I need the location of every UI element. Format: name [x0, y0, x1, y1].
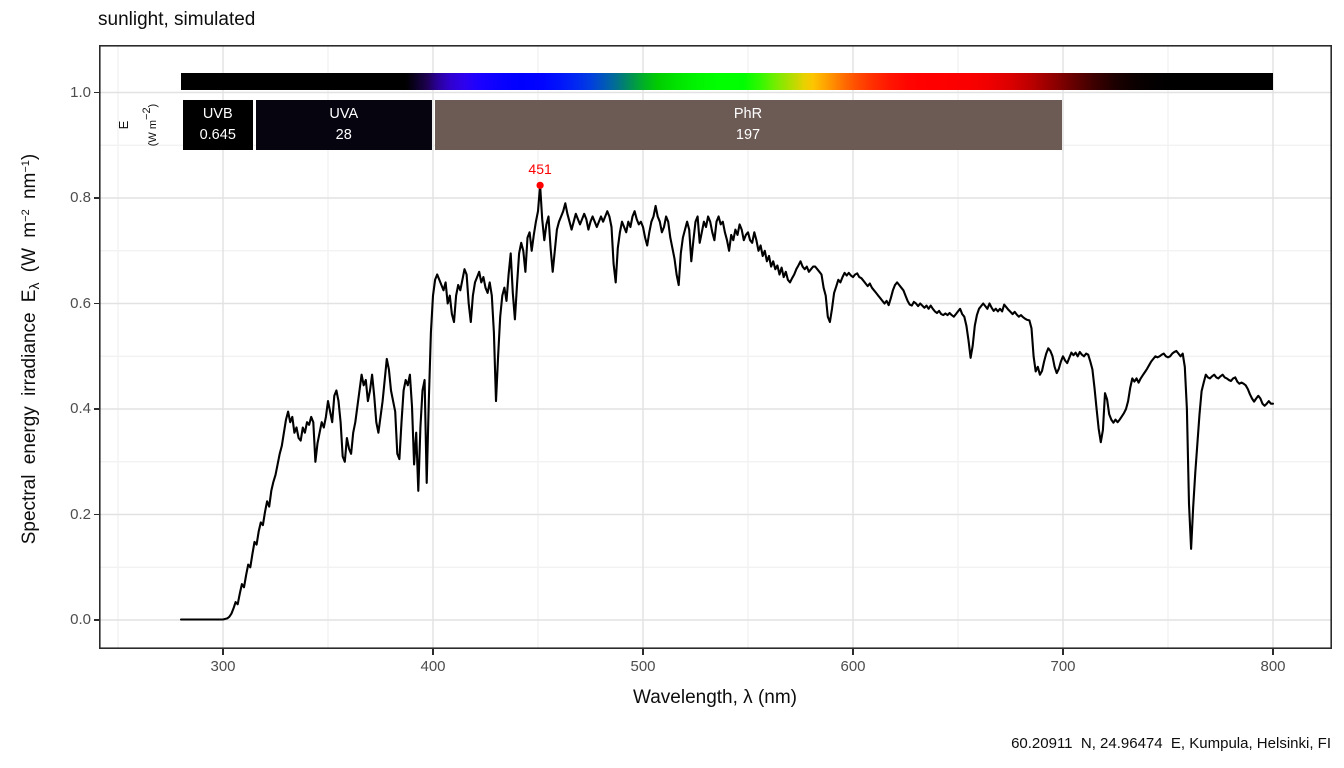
waveband-box-uva: UVA 28	[256, 100, 432, 150]
wavelength-color-bar	[181, 73, 1273, 90]
spectrum-curve	[179, 184, 1275, 621]
panel-border	[99, 45, 1332, 649]
x-tick-mark	[222, 649, 224, 655]
waveband-label-uva: UVA	[329, 105, 359, 122]
waveband-value-uva: 28	[335, 127, 352, 144]
x-tick-label: 700	[1050, 658, 1076, 675]
waveband-axis-label: E	[116, 120, 131, 130]
waveband-box-uvb: UVB 0.645	[182, 100, 253, 150]
plot-title: sunlight, simulated	[98, 9, 256, 30]
x-tick-mark	[642, 649, 644, 655]
x-tick-mark	[852, 649, 854, 655]
x-tick-label: 600	[840, 658, 866, 675]
x-axis-title: Wavelength, λ (nm)	[632, 687, 797, 708]
y-tick-label: 0.6	[70, 294, 91, 312]
y-tick-mark	[93, 513, 99, 516]
x-tick-label: 400	[420, 658, 446, 675]
y-axis-title: Spectral energy irradiance Eλ (W m−2 nm−…	[19, 153, 42, 545]
y-tick-label: 1.0	[70, 83, 91, 101]
waveband-label-uvb: UVB	[202, 105, 233, 122]
y-tick-mark	[93, 619, 99, 621]
waveband-box-phr: PhR 197	[434, 100, 1062, 150]
peak-marker	[536, 181, 544, 189]
y-tick-mark	[93, 197, 99, 199]
y-tick-mark	[93, 91, 99, 94]
y-tick-label: 0.8	[70, 189, 91, 206]
y-tick-mark	[93, 408, 99, 410]
waveband-axis-unit: (W m−2)	[141, 103, 159, 147]
x-tick-label: 300	[210, 658, 236, 675]
y-tick-label: 0.2	[70, 505, 91, 523]
y-tick-label: 0.4	[70, 400, 91, 417]
waveband-value-phr: 197	[735, 127, 761, 144]
x-tick-label: 500	[630, 658, 656, 675]
waveband-label-phr: PhR	[733, 105, 763, 122]
x-tick-mark	[1272, 649, 1274, 655]
peak-label: 451	[528, 161, 552, 177]
waveband-value-uvb: 0.645	[199, 127, 236, 144]
y-tick-mark	[93, 302, 99, 305]
y-tick-label: 0.0	[70, 611, 91, 628]
x-tick-label: 800	[1260, 658, 1286, 675]
x-tick-mark	[1062, 649, 1064, 655]
caption: 60.20911 N, 24.96474 E, Kumpula, Helsink…	[1011, 735, 1331, 752]
x-tick-mark	[432, 649, 434, 655]
